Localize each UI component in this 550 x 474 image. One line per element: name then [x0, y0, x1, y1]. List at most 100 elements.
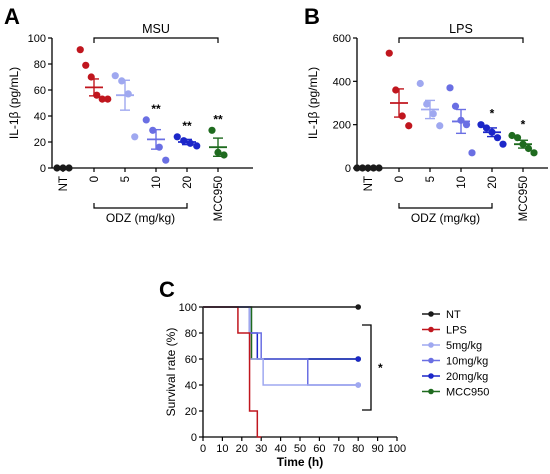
- group-bracket-top: [398, 37, 524, 43]
- data-point: [173, 133, 181, 141]
- y-tick-label: 20: [185, 406, 197, 418]
- data-point: [124, 90, 132, 98]
- x-category-label: 10: [456, 176, 468, 189]
- x-category-label: 5: [425, 176, 437, 182]
- panel-c: C 0 20 40 60 80 100 0 10 20 30 40 50 60 70 80 90 100 Time …: [159, 277, 489, 469]
- x-category-label: MCC950: [518, 176, 530, 221]
- y-tick-label: 0: [345, 163, 351, 175]
- data-point: [82, 61, 90, 69]
- curve-end-marker: [355, 356, 362, 362]
- data-point: [162, 156, 170, 164]
- significance-marker: *: [490, 107, 495, 121]
- chart-title: MSU: [142, 22, 170, 36]
- x-category-label: NT: [363, 176, 375, 191]
- y-tick-label: 60: [185, 354, 197, 366]
- significance-marker: *: [378, 361, 383, 375]
- significance-marker: **: [182, 119, 192, 133]
- significance-marker: **: [213, 112, 223, 126]
- y-tick-label: 20: [34, 137, 46, 149]
- data-point: [451, 102, 460, 110]
- curve-end-marker: [355, 304, 362, 310]
- data-point: [76, 46, 84, 54]
- y-tick-label: 80: [185, 328, 197, 340]
- x-category-label: 0: [394, 176, 406, 182]
- significance-bracket: [362, 324, 372, 411]
- data-point: [369, 164, 378, 172]
- significance-marker: **: [151, 102, 161, 116]
- data-point: [53, 164, 61, 172]
- legend-label: NT: [446, 309, 461, 321]
- survival-curve: [203, 306, 359, 386]
- y-axis-title: Survival rate (%): [164, 328, 178, 417]
- y-tick-label: 100: [28, 33, 46, 45]
- survival-curve: [203, 306, 262, 438]
- legend-swatch-marker: [428, 357, 434, 364]
- legend-swatch-marker: [428, 311, 434, 317]
- survival-curve: [203, 306, 359, 386]
- y-tick-label: 80: [34, 59, 46, 71]
- data-point: [392, 86, 400, 94]
- data-point: [364, 164, 372, 172]
- group-label: ODZ (mg/kg): [411, 211, 480, 225]
- legend-swatch-marker: [428, 373, 434, 379]
- x-category-label: NT: [58, 176, 70, 191]
- data-point: [499, 140, 507, 148]
- panel-letter: C: [159, 277, 175, 302]
- x-category-label: 5: [120, 176, 132, 182]
- data-point: [513, 134, 522, 142]
- y-tick-label: 400: [333, 76, 351, 88]
- data-point: [208, 126, 216, 134]
- data-point: [405, 122, 413, 130]
- legend-swatch-marker: [428, 388, 434, 395]
- data-point: [530, 149, 538, 157]
- data-point: [446, 84, 454, 92]
- legend-swatch-marker: [428, 342, 434, 348]
- data-point: [508, 131, 516, 140]
- panel-b: B 0 200 400 600 NT 0 5 10 20 MCC950 IL-1β (pg/mL) LP…: [304, 4, 548, 225]
- panel-a: A 0 20 40 60 80 100 NT 0 5 10 20 MCC950 IL-1β (pg/mL)…: [4, 4, 253, 225]
- y-axis-title: IL-1β (pg/mL): [306, 67, 320, 139]
- data-point: [416, 79, 424, 88]
- data-point: [429, 110, 437, 118]
- panel-letter: A: [4, 4, 20, 29]
- legend-label: MCC950: [446, 387, 489, 399]
- data-point: [482, 124, 491, 132]
- y-tick-label: 40: [185, 380, 197, 392]
- curve-end-marker: [355, 382, 362, 388]
- data-point: [358, 164, 367, 172]
- data-point: [524, 144, 533, 153]
- y-tick-label: 0: [191, 432, 197, 444]
- data-point: [111, 72, 119, 80]
- data-point: [186, 139, 194, 147]
- x-tick-label: 30: [255, 443, 267, 455]
- x-tick-label: 80: [352, 443, 364, 455]
- data-point: [423, 100, 431, 108]
- chart-title: LPS: [449, 22, 473, 36]
- panel-letter: B: [304, 4, 320, 29]
- y-tick-label: 40: [34, 111, 46, 123]
- data-point: [142, 116, 150, 124]
- x-tick-label: 0: [200, 443, 206, 455]
- x-tick-label: 70: [333, 443, 345, 455]
- x-tick-label: 10: [216, 443, 228, 455]
- data-point: [220, 151, 228, 159]
- significance-marker: *: [521, 118, 526, 132]
- legend-label: 10mg/kg: [446, 356, 488, 368]
- x-category-label: 0: [89, 176, 101, 182]
- data-point: [477, 121, 485, 129]
- data-point: [493, 134, 502, 142]
- group-bracket-bottom: [398, 203, 493, 209]
- x-tick-label: 40: [274, 443, 286, 455]
- data-point: [375, 164, 383, 172]
- data-point: [193, 142, 201, 150]
- y-tick-label: 600: [333, 33, 351, 45]
- data-point: [59, 164, 67, 172]
- x-tick-label: 20: [236, 443, 248, 455]
- y-axis-title: IL-1β (pg/mL): [7, 67, 21, 139]
- survival-curve: [203, 306, 359, 360]
- legend-label: 20mg/kg: [446, 371, 488, 383]
- data-point: [468, 149, 476, 157]
- data-point: [385, 49, 393, 57]
- data-point: [65, 164, 73, 172]
- data-point: [436, 122, 444, 130]
